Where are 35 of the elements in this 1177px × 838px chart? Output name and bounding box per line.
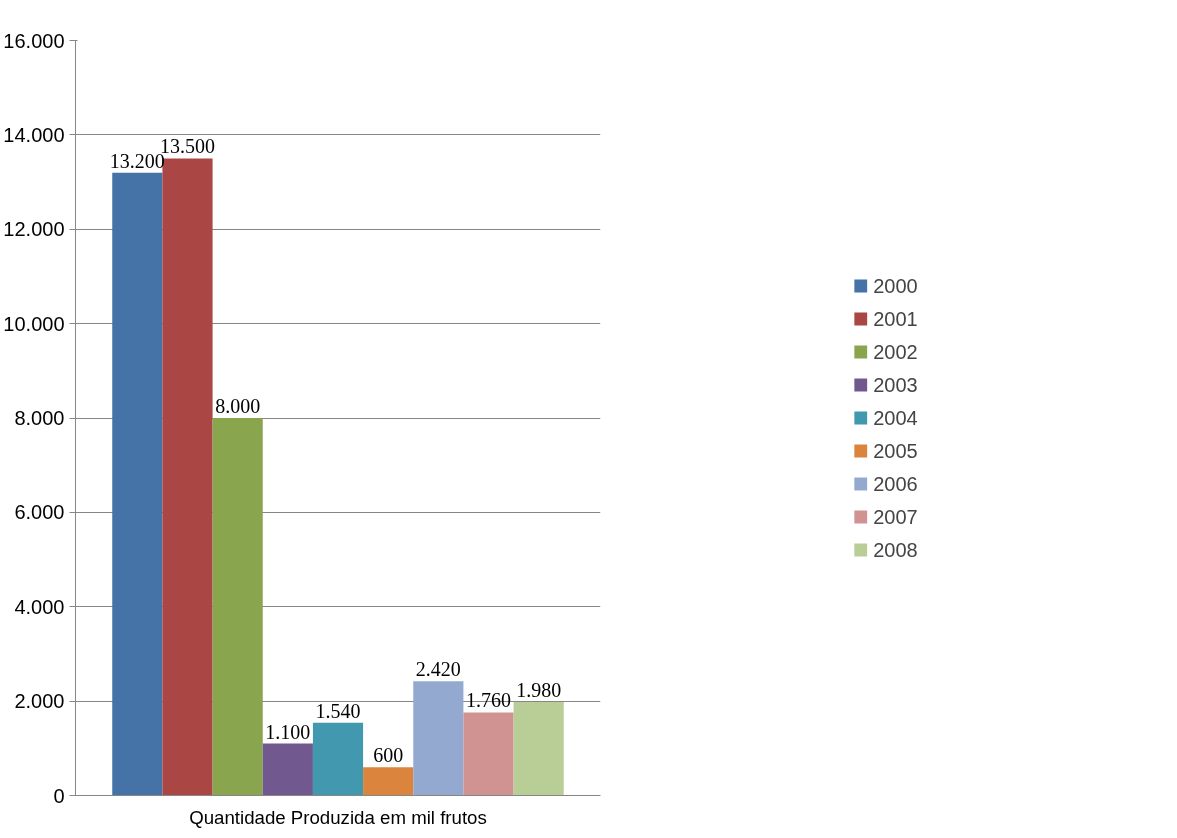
legend-label: 2003 [873,373,918,396]
legend-label: 2002 [873,340,918,363]
data-label: 1.100 [265,720,311,743]
data-label: 1.540 [315,699,361,722]
bar [413,681,464,796]
y-tick-label: 10.000 [3,312,65,335]
legend-label: 2007 [873,505,918,528]
y-tick-label: 14.000 [3,123,65,146]
data-label: 1.980 [516,679,562,702]
data-label: 8.000 [215,395,261,417]
y-tick-label: 6.000 [14,501,65,524]
bar [112,172,163,796]
bar [463,712,514,796]
x-tick-label: Quantidade Produzida em mil frutos [189,806,487,828]
y-tick-label: 8.000 [14,407,65,429]
data-label: 2.420 [415,658,461,681]
y-tick-label: 4.000 [14,595,65,618]
data-label: 1.760 [466,689,511,712]
bar [513,702,564,796]
legend-label: 2004 [873,406,918,429]
y-tick-label: 12.000 [3,218,65,241]
data-label: 600 [373,744,404,767]
legend-label: 2000 [873,274,918,297]
bar [212,418,263,796]
bar [262,743,313,796]
legend-label: 2008 [873,538,918,561]
bar [312,722,364,796]
legend-label: 2005 [873,439,918,462]
y-tick-label: 0 [53,784,65,807]
y-tick-label: 2.000 [14,690,65,713]
bar [162,158,213,796]
y-tick-label: 16.000 [3,29,65,52]
bar [363,767,414,796]
legend-label: 2001 [873,307,918,330]
legend-label: 2006 [873,472,918,495]
